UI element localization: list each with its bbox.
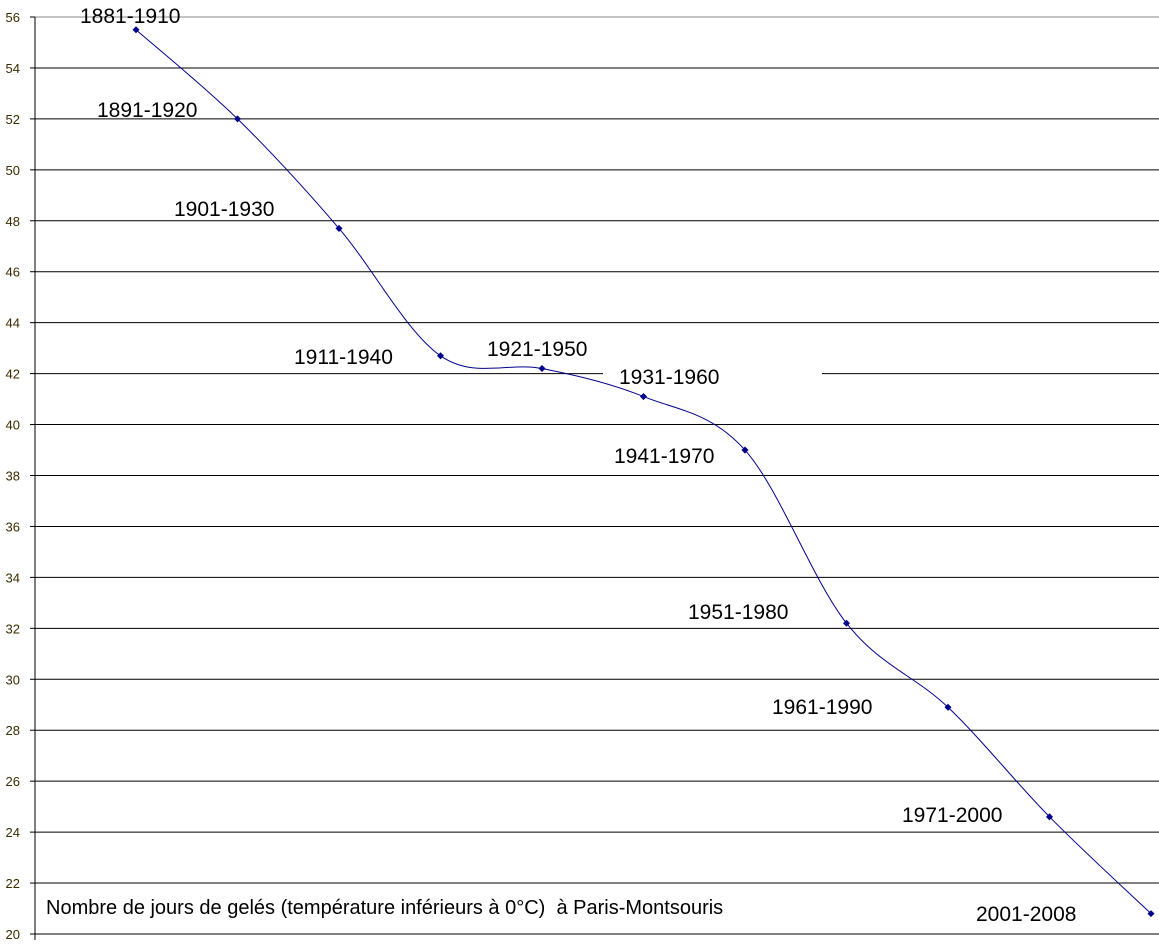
data-point [741, 446, 749, 454]
y-tick-label: 26 [6, 774, 20, 789]
data-label: 2001-2008 [976, 903, 1076, 926]
y-tick-label: 32 [6, 621, 20, 636]
data-point [538, 364, 546, 373]
data-point [233, 115, 242, 123]
y-tick-label: 46 [6, 265, 20, 280]
y-tick-label: 54 [6, 61, 20, 76]
y-tick-label: 24 [6, 825, 20, 840]
y-tick-label: 42 [6, 367, 20, 382]
y-axis-ticks: 20 22 24 26 28 30 32 34 36 38 40 42 44 46 48 50 52 54 56 [6, 10, 35, 942]
y-tick-label: 36 [6, 519, 20, 534]
data-points [132, 26, 1155, 918]
y-tick-label: 28 [6, 723, 20, 738]
data-point [639, 393, 648, 401]
data-label: 1971-2000 [902, 804, 1002, 827]
data-point [944, 703, 952, 711]
series-line [135, 29, 1152, 914]
y-tick-label: 40 [6, 418, 20, 433]
data-point [436, 352, 445, 360]
data-label: 1921-1950 [487, 338, 587, 361]
data-label: 1901-1930 [174, 198, 274, 221]
data-label: 1951-1980 [688, 601, 788, 624]
chart-annotation: Nombre de jours de gelés (température in… [46, 897, 723, 919]
y-tick-label: 30 [6, 672, 20, 687]
y-tick-label: 52 [6, 112, 20, 127]
y-tick-label: 56 [6, 10, 20, 25]
data-label: 1961-1990 [772, 696, 872, 719]
data-label: 1891-1920 [97, 99, 197, 122]
y-tick-label: 44 [6, 316, 20, 331]
y-tick-label: 38 [6, 469, 20, 484]
data-label: 1911-1940 [294, 346, 393, 369]
y-tick-label: 34 [6, 570, 20, 585]
data-labels: 1881-1910 1891-1920 1901-1930 1911-1940 1921… [80, 5, 1076, 926]
gridlines [35, 16, 1159, 935]
data-point [132, 26, 140, 34]
y-tick-label: 20 [6, 927, 20, 942]
data-point [842, 619, 851, 627]
y-tick-label: 50 [6, 163, 20, 178]
y-tick-label: 48 [6, 214, 20, 229]
y-tick-label: 22 [6, 876, 20, 891]
data-label: 1881-1910 [80, 5, 180, 28]
data-label: 1931-1960 [619, 366, 719, 389]
data-label: 1941-1970 [614, 445, 714, 468]
data-point [335, 224, 343, 232]
